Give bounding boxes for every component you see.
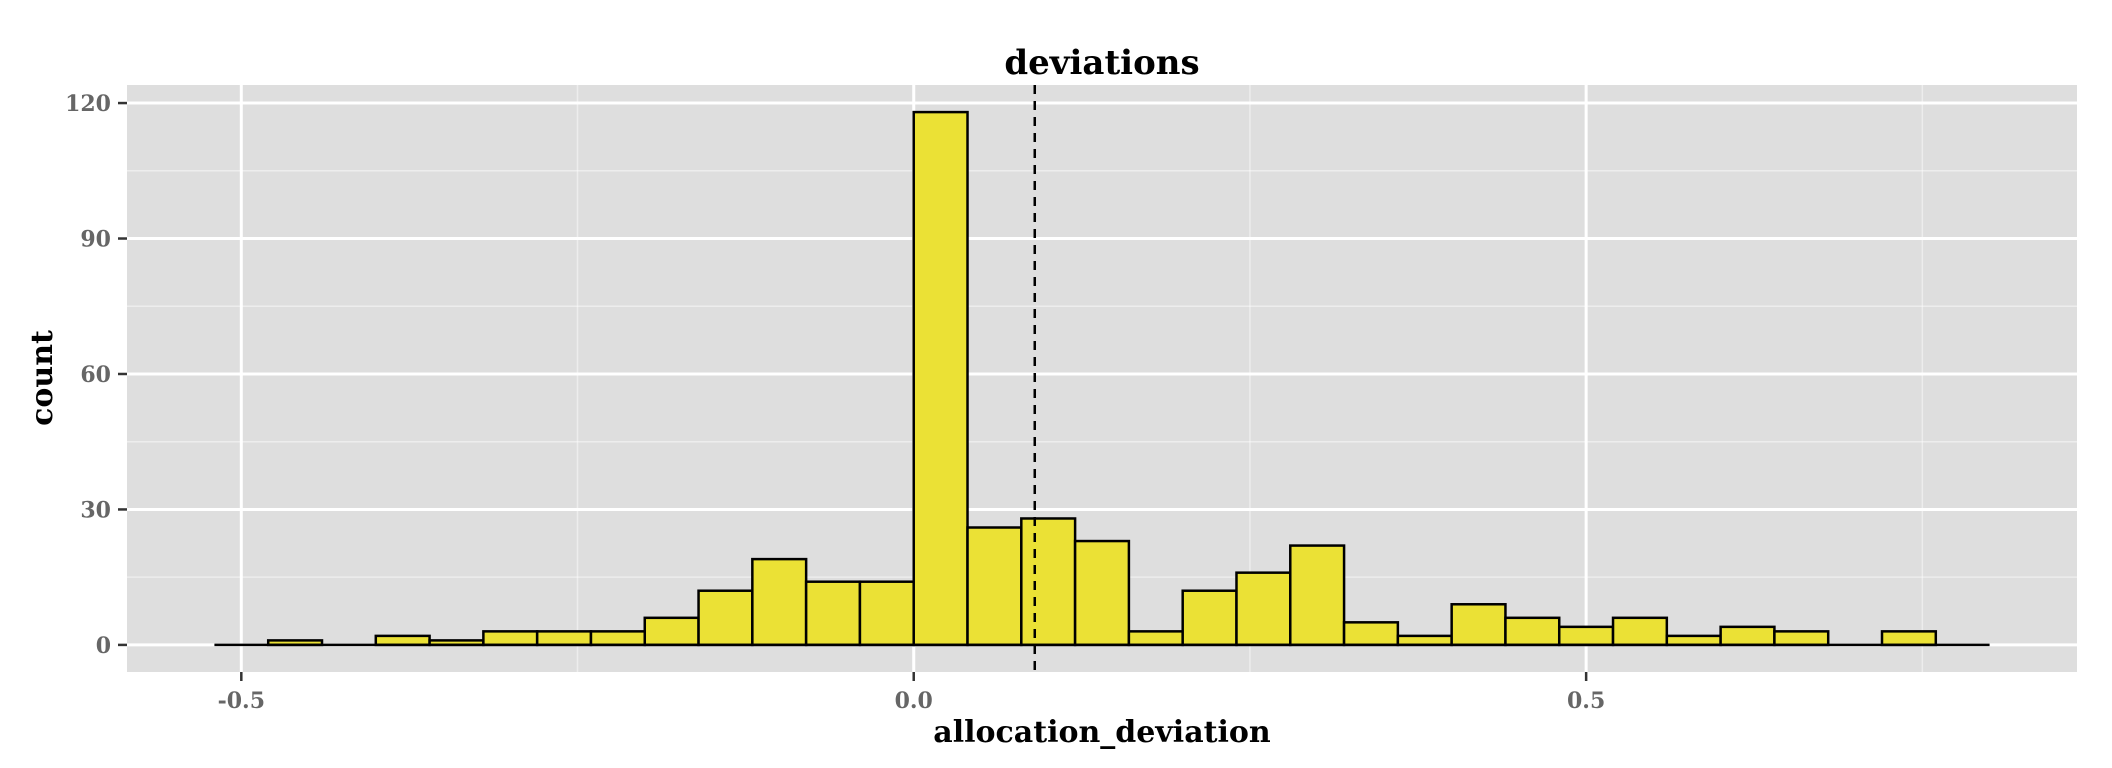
histogram-bar	[482, 630, 539, 647]
histogram-bar	[1611, 616, 1669, 647]
histogram-bar	[1396, 634, 1453, 647]
chart-title: deviations	[1004, 43, 1199, 83]
histogram-bar	[535, 630, 593, 647]
histogram-bar	[804, 580, 862, 647]
histogram-bar	[1665, 634, 1722, 647]
histogram-bar	[1181, 589, 1238, 647]
x-tick-label: -0.5	[218, 688, 265, 714]
histogram-bar	[751, 557, 808, 647]
y-tick-label: 30	[80, 497, 111, 523]
histogram-bar	[1020, 517, 1077, 647]
y-tick-label: 90	[80, 227, 111, 253]
histogram-bar	[1773, 630, 1830, 647]
histogram-bar	[1289, 544, 1346, 647]
histogram-bar	[1880, 630, 1938, 647]
y-axis-ticks: 0 30 60 90 120	[65, 91, 127, 659]
y-tick-label: 0	[96, 633, 111, 659]
histogram-bar	[1127, 630, 1184, 647]
histogram-bar	[858, 580, 915, 647]
histogram-bar	[1450, 603, 1507, 647]
x-axis-title: allocation_deviation	[933, 715, 1271, 750]
y-axis-title: count	[25, 330, 60, 426]
histogram-bar	[1557, 625, 1615, 647]
histogram-bar	[966, 526, 1023, 647]
histogram-bar	[912, 110, 969, 647]
histogram-bar	[1342, 621, 1400, 647]
x-axis-ticks: -0.5 0.0 0.5	[218, 672, 1605, 714]
histogram-bar	[1235, 571, 1292, 647]
x-tick-label: 0.0	[895, 688, 933, 714]
histogram-bar	[589, 630, 647, 647]
histogram-bar	[1719, 625, 1776, 647]
histogram-bar	[1073, 539, 1131, 647]
x-tick-label: 0.5	[1567, 688, 1605, 714]
histogram-bar	[1504, 616, 1561, 647]
y-tick-label: 120	[65, 91, 111, 117]
histogram-bar	[697, 589, 754, 647]
histogram-bar	[374, 634, 431, 647]
y-tick-label: 60	[80, 362, 111, 388]
histogram-bar	[643, 616, 700, 647]
